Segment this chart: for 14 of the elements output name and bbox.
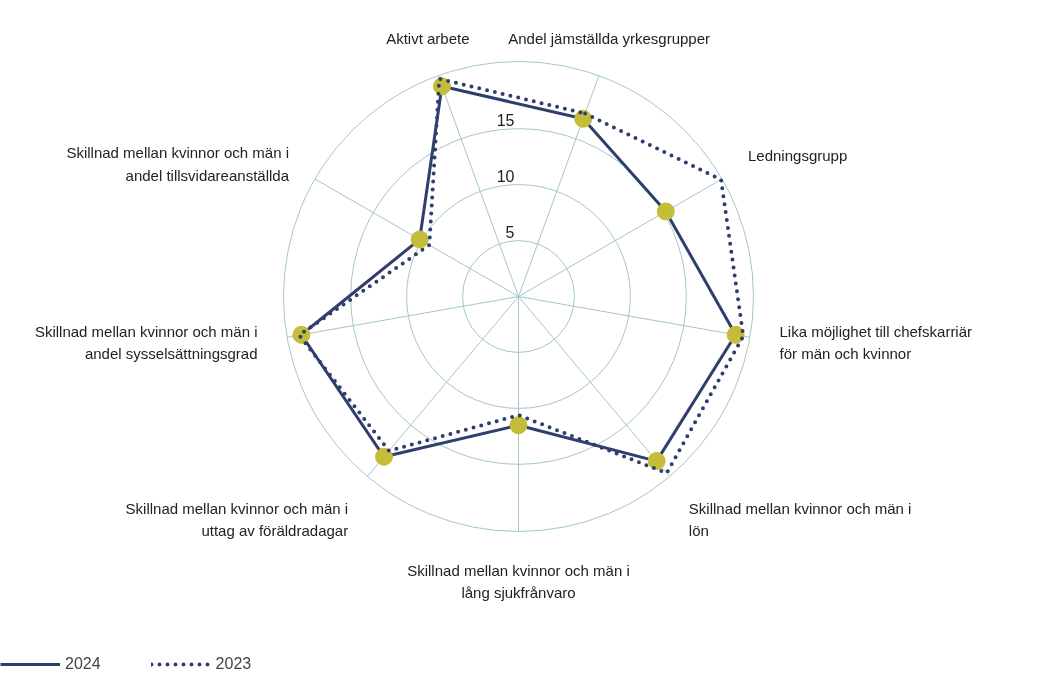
spoke-label: Skillnad mellan kvinnor och män i andel sysselsättningsgrad [34,322,258,363]
spoke-label: Aktivt arbete [386,30,470,48]
y-tick-label: 15 [496,111,515,129]
y-tick-label: 5 [505,223,515,241]
spoke-label: Andel jämställda yrkesgrupper [508,30,711,48]
legend-label: 2024 [65,655,101,673]
legend-label: 2023 [215,655,252,673]
spoke-label: Skillnad mellan kvinnor och män i lön [688,499,912,540]
spoke-label: Skillnad mellan kvinnor och män i uttag av föräldradagar [125,499,349,540]
spoke-label: Ledningsgrupp [748,147,848,164]
y-tick-label: 10 [496,167,515,185]
spoke-label: Skillnad mellan kvinnor och män i andel tillsvidareanställda [66,144,290,184]
spoke-label: Skillnad mellan kvinnor och män i lång sjukfrånvaro [407,561,630,602]
spoke-label: Lika möjlighet till chefskarriär för män och kvinnor [779,322,973,363]
